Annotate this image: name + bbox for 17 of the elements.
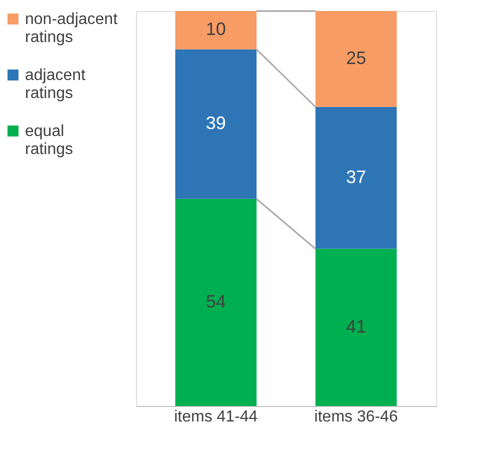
data-label: 10 <box>206 19 226 40</box>
bar <box>315 11 397 107</box>
data-label: 39 <box>206 113 226 134</box>
bar <box>315 248 397 406</box>
x-tick-label: items 41-44 <box>174 408 258 426</box>
data-label: 25 <box>346 48 366 68</box>
bar <box>175 198 257 406</box>
data-label: 37 <box>346 166 366 187</box>
bar <box>175 49 257 199</box>
data-label: 54 <box>206 291 226 312</box>
data-label: 41 <box>346 316 366 336</box>
legend-label: adjacent ratings <box>25 67 86 102</box>
bar <box>315 106 397 249</box>
legend-label: equal ratings <box>25 123 74 158</box>
legend-label: non-adjacent ratings <box>25 11 118 46</box>
bar <box>175 11 257 50</box>
x-tick-label: items 36-46 <box>314 408 398 426</box>
